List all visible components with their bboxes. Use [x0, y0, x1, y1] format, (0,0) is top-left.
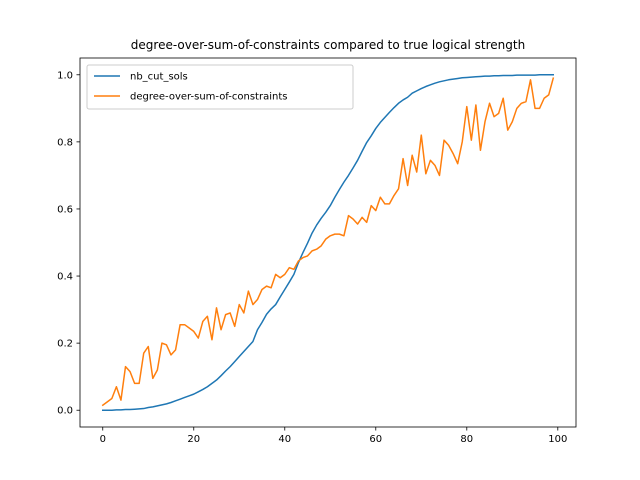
chart-title: degree-over-sum-of-constraints compared …: [131, 38, 525, 52]
legend-label-0: nb_cut_sols: [130, 72, 188, 83]
x-tick-label: 60: [369, 434, 382, 445]
legend: nb_cut_sols degree-over-sum-of-constraint…: [86, 64, 354, 110]
y-tick-label: 0.6: [57, 204, 73, 215]
x-axis: 0 20 40 60 80 100: [100, 427, 567, 445]
x-tick-label: 100: [548, 434, 567, 445]
series-layer: [101, 74, 555, 411]
plot-frame: [79, 57, 577, 428]
legend-box: [86, 64, 354, 110]
y-tick-label: 0.0: [57, 406, 73, 417]
legend-label-1: degree-over-sum-of-constraints: [130, 92, 287, 103]
x-tick-label: 20: [187, 434, 200, 445]
x-tick-label: 40: [278, 434, 291, 445]
y-axis: 0.0 0.2 0.4 0.6 0.8 1.0: [57, 70, 80, 417]
y-tick-label: 1.0: [57, 70, 73, 81]
series-line-1: [101, 77, 555, 407]
series-line-0: [102, 74, 554, 411]
y-tick-label: 0.4: [57, 272, 73, 283]
x-tick-label: 0: [100, 434, 106, 445]
plot-area: [80, 58, 576, 427]
y-tick-label: 0.8: [57, 137, 73, 148]
x-tick-label: 80: [460, 434, 473, 445]
y-tick-label: 0.2: [57, 339, 73, 350]
